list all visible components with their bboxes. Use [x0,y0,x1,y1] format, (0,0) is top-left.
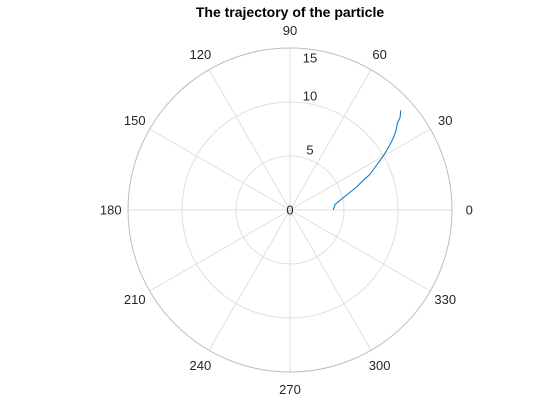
theta-grid-line [289,128,431,211]
r-tick-label: 15 [303,51,317,66]
theta-tick-label: 240 [190,358,212,373]
series-layer [332,110,402,211]
polar-outer-circle [127,47,453,373]
theta-tick-label: 330 [434,292,456,307]
theta-tick-label: 270 [279,382,301,397]
theta-grid-line [289,209,431,292]
polar-grid [127,47,453,373]
theta-tick-label: 0 [466,203,473,218]
theta-grid-line [149,209,291,292]
r-grid-circle [181,101,399,319]
theta-tick-label: 300 [369,358,391,373]
theta-grid-line [289,209,372,351]
theta-tick-label: 150 [124,113,146,128]
theta-grid-line [149,128,291,211]
chart-title: The trajectory of the particle [196,4,384,20]
theta-tick-label: 30 [438,113,452,128]
trajectory-line [332,110,402,211]
theta-tick-label: 90 [283,23,297,38]
r-tick-label: 5 [306,143,313,158]
polar-labels: 0 30 60 90 120 150 180 210 240 270 300 330 0 5 10 15 [100,23,473,397]
theta-tick-label: 60 [372,47,386,62]
theta-grid-line [208,69,291,211]
theta-tick-label: 120 [190,47,212,62]
r-tick-label: 10 [303,89,317,104]
theta-tick-label: 210 [124,292,146,307]
theta-grid-line [208,209,291,351]
r-tick-label: 0 [286,203,293,218]
theta-tick-label: 180 [100,203,122,218]
r-grid-circle [235,155,345,265]
theta-grid-line [289,69,372,211]
